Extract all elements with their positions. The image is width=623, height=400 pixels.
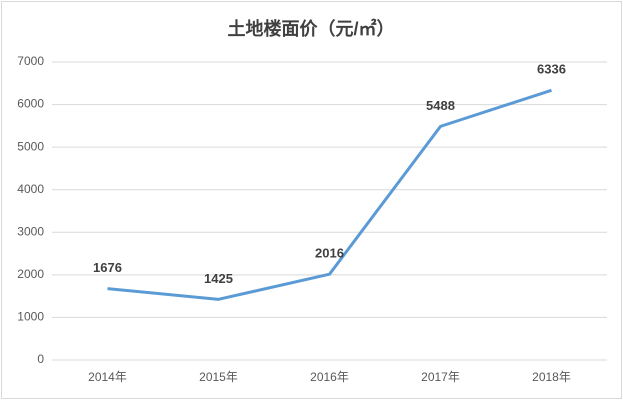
x-tick-label: 2016年 [310, 370, 349, 384]
x-tick-label: 2018年 [532, 370, 571, 384]
y-tick-label: 3000 [17, 224, 44, 238]
y-tick-label: 0 [37, 352, 44, 366]
data-label: 1425 [204, 271, 233, 286]
data-label: 2016 [315, 246, 344, 261]
y-tick-label: 4000 [17, 182, 44, 196]
y-tick-label: 2000 [17, 267, 44, 281]
data-label: 5488 [426, 98, 455, 113]
x-tick-label: 2017年 [421, 370, 460, 384]
chart-title: 土地楼面价（元/㎡） [227, 18, 394, 39]
data-label: 6336 [537, 62, 566, 77]
y-tick-label: 7000 [17, 54, 44, 68]
line [107, 88, 552, 301]
y-tick-label: 5000 [17, 139, 44, 153]
data-label: 1676 [93, 260, 122, 275]
x-tick-label: 2014年 [88, 370, 127, 384]
y-tick-label: 1000 [17, 310, 44, 324]
x-tick-label: 2015年 [199, 370, 238, 384]
y-tick-label: 6000 [17, 97, 44, 111]
